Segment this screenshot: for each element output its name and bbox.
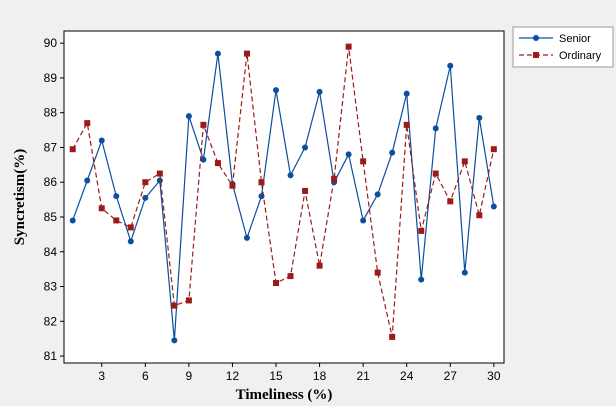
legend-item-senior: Senior: [519, 33, 591, 45]
data-point-senior: [389, 149, 396, 156]
x-tick-label: 15: [269, 369, 283, 383]
y-tick-label: 82: [44, 314, 58, 328]
data-point-senior: [418, 276, 425, 283]
legend: Senior Ordinary: [512, 26, 614, 68]
x-tick-label: 18: [313, 369, 327, 383]
data-point-ordinary: [461, 158, 468, 165]
y-tick-label: 90: [44, 36, 58, 50]
data-point-ordinary: [533, 52, 539, 58]
legend-box: [512, 26, 614, 68]
y-tick-label: 83: [44, 280, 58, 294]
series-line-senior: [72, 53, 495, 341]
data-point-senior: [316, 88, 323, 95]
data-point-ordinary: [316, 262, 323, 269]
data-point-ordinary: [389, 333, 396, 340]
data-point-ordinary: [273, 280, 280, 287]
y-tick-label: 84: [44, 245, 58, 259]
x-tick-label: 3: [98, 369, 105, 383]
data-point-ordinary: [476, 212, 483, 219]
data-point-ordinary: [360, 158, 367, 165]
y-tick-label: 86: [44, 175, 58, 189]
data-point-ordinary: [69, 146, 76, 153]
data-point-ordinary: [185, 297, 192, 304]
data-point-senior: [243, 234, 250, 241]
data-point-senior: [287, 172, 294, 179]
legend-item-ordinary: Ordinary: [519, 50, 602, 62]
series-ordinary: [69, 43, 497, 340]
data-point-senior: [374, 191, 381, 198]
data-point-ordinary: [156, 170, 163, 177]
y-axis: 81 82 83 84 85 86 87 88 89 90: [44, 36, 64, 363]
data-point-ordinary: [171, 302, 178, 309]
data-point-senior: [113, 193, 120, 200]
data-point-senior: [360, 217, 367, 224]
legend-label: Ordinary: [559, 50, 602, 62]
data-point-ordinary: [229, 182, 236, 189]
y-tick-label: 81: [44, 349, 58, 363]
data-point-ordinary: [84, 120, 91, 127]
data-point-ordinary: [403, 121, 410, 128]
data-point-ordinary: [432, 170, 439, 177]
data-point-ordinary: [98, 205, 105, 212]
series-layer: [69, 43, 497, 344]
data-point-senior: [214, 50, 221, 57]
y-axis-title: Syncretism(%): [12, 149, 28, 245]
y-tick-label: 89: [44, 71, 58, 85]
legend-label: Senior: [559, 33, 591, 45]
data-point-ordinary: [345, 43, 352, 50]
y-tick-label: 87: [44, 140, 58, 154]
x-tick-label: 9: [186, 369, 193, 383]
y-tick-label: 88: [44, 106, 58, 120]
data-point-senior: [185, 113, 192, 120]
data-point-senior: [461, 269, 468, 276]
data-point-senior: [403, 90, 410, 97]
data-point-senior: [447, 62, 454, 69]
data-point-ordinary: [214, 160, 221, 167]
data-point-senior: [142, 194, 149, 201]
data-point-senior: [432, 125, 439, 132]
data-point-senior: [490, 203, 497, 210]
data-point-senior: [302, 144, 309, 151]
data-point-ordinary: [142, 179, 149, 186]
data-point-senior: [127, 238, 134, 245]
data-point-ordinary: [302, 187, 309, 194]
x-axis: 3 6 9 12 15 18 21 24 27 30: [98, 363, 501, 383]
data-point-senior: [345, 151, 352, 158]
plot-area: [63, 30, 505, 364]
data-point-ordinary: [418, 227, 425, 234]
data-point-ordinary: [258, 179, 265, 186]
series-line-ordinary: [72, 46, 495, 338]
data-point-senior: [84, 177, 91, 184]
data-point-ordinary: [127, 224, 134, 231]
data-point-ordinary: [490, 146, 497, 153]
data-point-ordinary: [331, 175, 338, 182]
x-axis-title: Timeliness (%): [236, 387, 333, 403]
data-point-senior: [171, 337, 178, 344]
data-point-ordinary: [243, 50, 250, 57]
data-point-ordinary: [287, 273, 294, 280]
data-point-ordinary: [200, 121, 207, 128]
data-point-senior: [69, 217, 76, 224]
x-tick-label: 30: [487, 369, 501, 383]
data-point-senior: [533, 35, 539, 41]
x-tick-label: 21: [356, 369, 370, 383]
data-point-ordinary: [447, 198, 454, 205]
data-point-ordinary: [113, 217, 120, 224]
x-tick-label: 6: [142, 369, 149, 383]
data-point-senior: [273, 87, 280, 94]
data-point-senior: [476, 114, 483, 121]
data-point-ordinary: [374, 269, 381, 276]
x-tick-label: 24: [400, 369, 414, 383]
data-point-senior: [200, 156, 207, 163]
data-point-senior: [98, 137, 105, 144]
x-tick-label: 12: [226, 369, 240, 383]
y-tick-label: 85: [44, 210, 58, 224]
x-tick-label: 27: [444, 369, 458, 383]
